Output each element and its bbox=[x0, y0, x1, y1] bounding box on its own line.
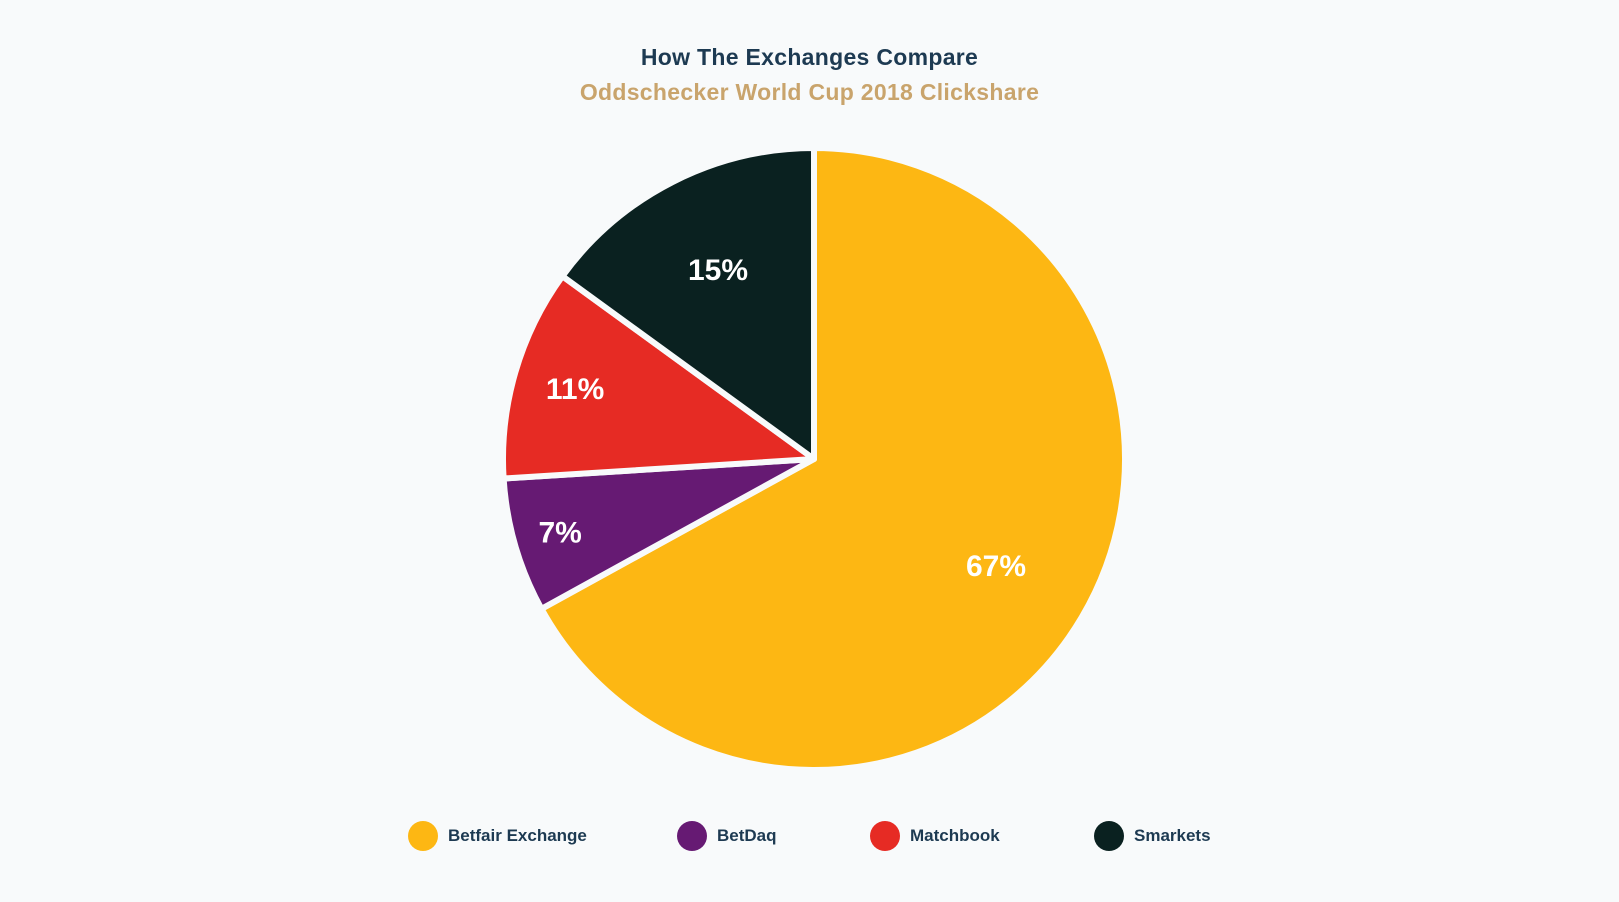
legend-swatch-smarkets bbox=[1094, 821, 1124, 851]
slice-label-betfair-exchange: 67% bbox=[966, 550, 1026, 583]
legend-item-betfair-exchange: Betfair Exchange bbox=[408, 818, 587, 854]
legend-label-betdaq: BetDaq bbox=[717, 826, 777, 845]
slice-label-betdaq: 7% bbox=[538, 516, 581, 549]
legend-item-betdaq: BetDaq bbox=[677, 818, 777, 854]
pie-slice-betdaq bbox=[500, 456, 817, 612]
legend-label-matchbook: Matchbook bbox=[910, 826, 1000, 845]
pie-slice-smarkets bbox=[559, 145, 817, 462]
pie-slice-betfair-exchange bbox=[538, 145, 1128, 773]
legend-item-matchbook: Matchbook bbox=[870, 818, 1000, 854]
slice-label-smarkets: 15% bbox=[688, 254, 748, 287]
legend-label-smarkets: Smarkets bbox=[1134, 826, 1211, 845]
legend-item-smarkets: Smarkets bbox=[1094, 818, 1211, 854]
legend-label-betfair-exchange: Betfair Exchange bbox=[448, 826, 587, 845]
legend-swatch-betdaq bbox=[677, 821, 707, 851]
legend: Betfair Exchange BetDaq Matchbook Smarke… bbox=[0, 818, 1619, 854]
chart-title: How The Exchanges Compare bbox=[640, 44, 979, 70]
chart-subtitle: Oddschecker World Cup 2018 Clickshare bbox=[579, 79, 1040, 105]
legend-swatch-matchbook bbox=[870, 821, 900, 851]
slice-label-matchbook: 11% bbox=[546, 373, 604, 406]
pie-slice-matchbook bbox=[500, 273, 817, 482]
legend-swatch-betfair-exchange bbox=[408, 821, 438, 851]
